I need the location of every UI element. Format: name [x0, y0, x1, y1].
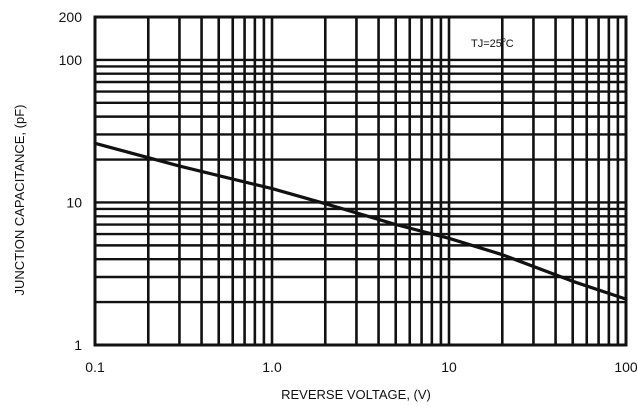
series-layer — [93, 141, 628, 301]
x-tick-labels: 0.1 1.0 10 100 — [85, 359, 637, 375]
x-tick-label: 0.1 — [85, 359, 105, 375]
series-line-1 — [93, 141, 628, 301]
tj-annotation-unit: C — [506, 38, 514, 50]
x-tick-label: 100 — [614, 359, 637, 375]
tj-annotation-degree: o — [502, 37, 506, 44]
tj-annotation: TJ=25oC — [471, 37, 514, 50]
y-tick-label: 100 — [59, 52, 83, 68]
grid — [95, 17, 626, 345]
x-tick-label: 10 — [441, 359, 457, 375]
y-tick-label: 10 — [66, 194, 82, 210]
plot-frame — [93, 15, 628, 347]
y-axis-label: JUNCTION CAPACITANCE, (pF) — [12, 105, 27, 296]
y-tick-labels: 1 10 100 200 — [59, 9, 83, 353]
tj-annotation-main: TJ=25 — [471, 38, 502, 50]
y-tick-label: 200 — [59, 9, 83, 25]
x-tick-label: 1.0 — [262, 359, 282, 375]
x-axis-label: REVERSE VOLTAGE, (V) — [281, 387, 431, 402]
y-tick-label: 1 — [74, 337, 82, 353]
